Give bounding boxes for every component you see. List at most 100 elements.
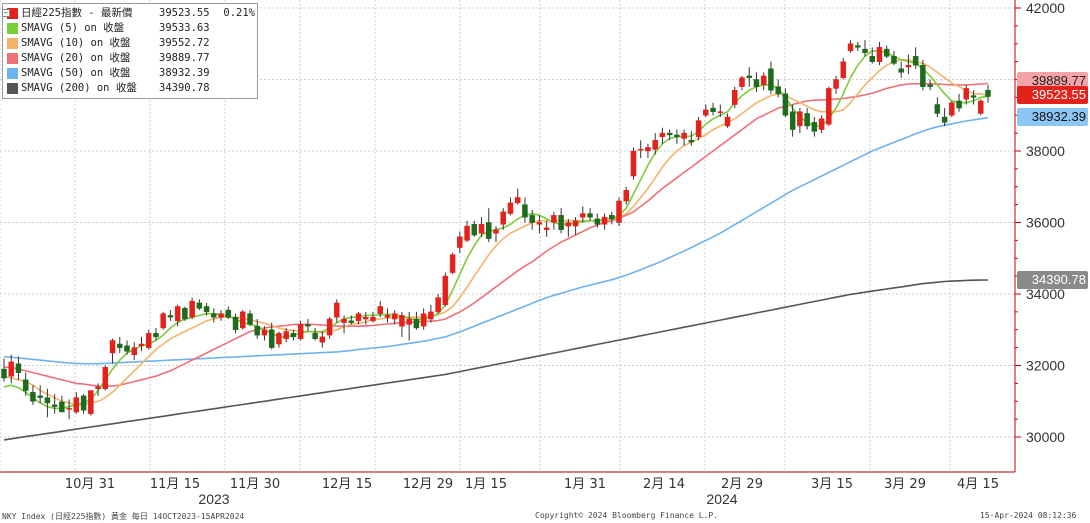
candle-up [645, 147, 651, 152]
time-tick-label: 3月 15 [811, 477, 853, 492]
legend-row-sma50: SMAVG (50) on 收盤 38932.39 [5, 66, 255, 81]
candle-up [963, 88, 970, 100]
candle-down [30, 392, 36, 402]
sma50-swatch [7, 68, 18, 79]
candle-up [377, 306, 383, 314]
collapse-icon[interactable]: − [2, 9, 10, 17]
legend-title: 日經225指數 - 最新價 [21, 7, 133, 19]
sma20-line [4, 82, 989, 388]
legend-item-value: 39552.72 [159, 37, 210, 49]
candle-down [746, 75, 752, 78]
candle-down [804, 113, 810, 127]
legend-item-value: 38932.39 [159, 67, 210, 79]
candle-down [211, 313, 217, 318]
candle-down [862, 48, 868, 53]
candle-down [44, 397, 51, 404]
candle-up [449, 254, 456, 273]
candle-down [666, 132, 673, 136]
candle-up [732, 89, 738, 105]
candle-up [536, 222, 543, 225]
candle-up [297, 324, 304, 339]
candle-down [37, 395, 43, 398]
legend-item-name: SMAVG (50) on 收盤 [21, 67, 131, 79]
sma10-swatch [7, 38, 18, 49]
legend-item-value: 39889.77 [159, 52, 210, 64]
legend-item-value: 39533.63 [159, 22, 210, 34]
time-tick-label: 2月 14 [643, 477, 685, 492]
candle-up [681, 132, 687, 139]
price-tick-label: 30000 [1026, 429, 1065, 445]
time-tick-label: 1月 15 [465, 477, 507, 492]
candle-up [493, 229, 499, 234]
candle-down [855, 45, 861, 48]
candle-up [580, 213, 586, 218]
candle-down [15, 363, 22, 373]
candle-up [464, 225, 470, 241]
time-tick-label: 11月 15 [150, 477, 200, 492]
candle-down [927, 84, 933, 87]
candle-down [22, 379, 29, 391]
candle-up [739, 77, 745, 87]
candle-down [305, 324, 311, 327]
time-tick-label: 3月 29 [884, 477, 926, 492]
legend-row-sma10: SMAVG (10) on 收盤 39552.72 [5, 36, 255, 51]
time-tick-label: 10月 31 [65, 477, 115, 492]
candle-down [254, 325, 260, 336]
candle-down [1, 368, 7, 379]
sma20-price-tag: 39889.77 [1017, 72, 1088, 90]
candle-down [59, 401, 65, 413]
candle-up [420, 313, 427, 327]
candle-up [840, 61, 847, 78]
candle-down [920, 64, 926, 87]
candle-down [290, 333, 297, 338]
candle-up [240, 311, 246, 329]
candle-up [8, 361, 14, 377]
legend-box: − 日經225指數 - 最新價 39523.55 0.21% SMAVG (5)… [2, 3, 258, 99]
candle-down [268, 329, 275, 348]
candle-up [847, 43, 854, 52]
year-label: 2024 [706, 491, 737, 507]
sma10-line [3, 58, 989, 406]
candle-down [196, 302, 203, 309]
candle-down [891, 56, 897, 64]
candle-up [659, 132, 666, 137]
candle-up [131, 347, 137, 356]
candle-down [522, 204, 528, 218]
candle-up [341, 318, 347, 323]
candle-up [319, 336, 326, 343]
candle-up [174, 306, 181, 322]
candle-up [457, 236, 463, 248]
candle-up [616, 200, 622, 223]
candle-up [514, 197, 521, 204]
legend-row-sma5: SMAVG (5) on 收盤 39533.63 [5, 21, 255, 36]
sma200-line [3, 279, 989, 441]
price-tick-label: 34000 [1026, 286, 1065, 302]
candle-down [486, 222, 492, 239]
time-tick-label: 11月 30 [230, 477, 280, 492]
candle-down [529, 215, 535, 223]
candle-down [883, 48, 890, 57]
candle-up [391, 313, 398, 320]
footer-copyright: Copyright© 2024 Bloomberg Finance L.P. [535, 511, 719, 520]
sma20-swatch [7, 53, 18, 64]
legend-item-value: 34390.78 [159, 82, 210, 94]
last-price-swatch [7, 8, 18, 19]
candle-up [717, 111, 724, 113]
legend-item-name: SMAVG (5) on 收盤 [21, 22, 125, 34]
footer-security-info: NKY Index (日經225指數) 黃金 每日 14OCT2023-15AP… [2, 512, 245, 521]
candle-down [167, 315, 174, 318]
candle-up [760, 75, 767, 86]
candle-down [768, 68, 774, 91]
legend-title-value: 39523.55 [159, 7, 210, 19]
candle-up [334, 302, 340, 318]
candle-up [724, 116, 731, 127]
legend-title-row: 日經225指數 - 最新價 39523.55 0.21% [5, 6, 255, 21]
candle-up [978, 100, 984, 114]
candle-up [949, 102, 955, 116]
time-axis: 10月 31 11月 15 11月 30 12月 15 12月 29 1月 15 1月 31… [0, 471, 1015, 507]
legend-title-change: 0.21% [223, 7, 255, 19]
candle-down [232, 316, 239, 330]
candle-up [572, 220, 579, 227]
candle-up [95, 386, 101, 389]
